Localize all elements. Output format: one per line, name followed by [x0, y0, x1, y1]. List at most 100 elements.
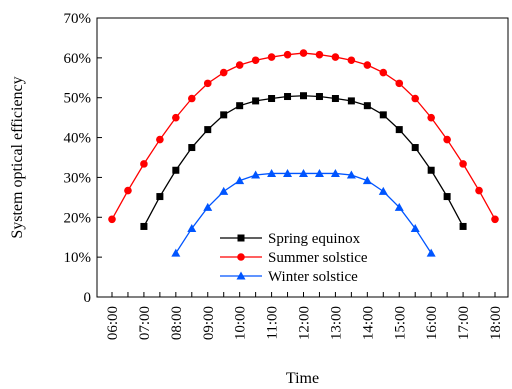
- legend-marker: [237, 234, 245, 242]
- x-tick-label: 06:00: [105, 306, 121, 340]
- x-tick-label: 10:00: [233, 306, 249, 340]
- data-point: [283, 168, 293, 177]
- y-tick-label: 40%: [64, 131, 92, 147]
- data-point: [283, 50, 292, 59]
- x-axis-title: Time: [286, 370, 319, 387]
- data-point: [410, 223, 420, 232]
- data-point: [267, 168, 277, 177]
- data-point: [395, 79, 404, 88]
- data-point: [171, 248, 181, 257]
- data-point: [411, 94, 420, 103]
- data-point: [156, 135, 164, 144]
- x-tick-label: 12:00: [297, 306, 313, 340]
- x-tick-label: 18:00: [488, 306, 504, 340]
- legend-label: Summer solstice: [268, 250, 368, 266]
- data-point: [491, 215, 499, 224]
- y-tick-label: 50%: [64, 91, 92, 107]
- data-point: [187, 223, 197, 232]
- data-point: [140, 222, 148, 230]
- legend-marker: [236, 271, 246, 280]
- data-point: [363, 102, 371, 110]
- y-tick-label: 10%: [64, 250, 92, 266]
- series-winter-solstice: [171, 168, 436, 257]
- data-point: [219, 68, 228, 77]
- x-tick-label: 07:00: [137, 306, 153, 340]
- x-tick-label: 17:00: [456, 306, 472, 340]
- data-point: [475, 186, 483, 195]
- data-point: [267, 53, 276, 61]
- data-point: [395, 126, 403, 134]
- data-point: [299, 49, 308, 57]
- data-point: [426, 248, 436, 257]
- y-tick-label: 70%: [64, 11, 92, 27]
- data-point: [203, 202, 213, 211]
- legend: Spring equinox Summer solstice Winter sols…: [220, 231, 368, 285]
- legend-label: Winter solstice: [268, 269, 358, 285]
- legend-label: Spring equinox: [268, 231, 361, 247]
- data-point: [347, 56, 356, 65]
- x-tick-label: 15:00: [392, 306, 408, 340]
- data-point: [378, 186, 388, 195]
- data-point: [235, 176, 245, 185]
- data-point: [362, 176, 372, 185]
- data-point: [108, 215, 116, 224]
- data-point: [330, 168, 340, 177]
- data-point: [268, 95, 276, 103]
- data-point: [379, 68, 388, 77]
- y-tick-label: 30%: [64, 170, 92, 186]
- data-point: [363, 61, 372, 69]
- data-point: [251, 170, 261, 179]
- data-point: [300, 92, 307, 100]
- x-axis: 06:00 07:00 08:00 09:00 10:00 11:00 12:00 13:00…: [105, 292, 504, 340]
- data-point: [347, 97, 355, 105]
- x-tick-label: 14:00: [360, 306, 376, 340]
- y-axis: 0 10% 20% 30% 40% 50% 60% 70%: [64, 11, 102, 306]
- y-tick-label: 20%: [64, 210, 92, 226]
- data-point: [140, 160, 148, 168]
- series-spring-equinox: [140, 92, 467, 230]
- data-point: [204, 126, 212, 134]
- data-point: [251, 56, 260, 65]
- x-tick-label: 09:00: [201, 306, 217, 340]
- data-point: [314, 168, 324, 177]
- x-tick-label: 08:00: [169, 306, 185, 340]
- data-point: [219, 186, 229, 195]
- data-point: [284, 93, 292, 101]
- series-group: [108, 49, 499, 257]
- data-point: [427, 113, 435, 122]
- data-point: [443, 135, 451, 144]
- data-point: [172, 113, 180, 122]
- data-point: [315, 93, 323, 101]
- data-point: [252, 97, 260, 105]
- data-point: [315, 50, 324, 59]
- data-point: [236, 102, 244, 110]
- data-point: [299, 168, 308, 177]
- x-tick-label: 11:00: [265, 306, 281, 340]
- data-point: [459, 222, 467, 230]
- data-point: [394, 202, 404, 211]
- data-point: [459, 160, 467, 168]
- data-point: [203, 79, 212, 88]
- series-line: [111, 52, 496, 220]
- plot-frame: [96, 17, 509, 298]
- y-axis-title: System optical efficiency: [9, 76, 26, 238]
- data-point: [443, 193, 451, 201]
- data-point: [172, 166, 180, 174]
- series-line: [143, 95, 464, 227]
- data-point: [156, 193, 164, 201]
- data-point: [331, 53, 340, 61]
- x-tick-label: 16:00: [424, 306, 440, 340]
- legend-marker: [237, 253, 245, 261]
- data-point: [346, 170, 356, 179]
- data-point: [188, 144, 196, 152]
- data-point: [235, 61, 244, 69]
- data-point: [411, 144, 419, 152]
- data-point: [220, 111, 228, 119]
- series-summer-solstice: [108, 49, 499, 224]
- data-point: [379, 111, 387, 119]
- plot-area: [96, 17, 509, 298]
- x-tick-label: 13:00: [328, 306, 344, 340]
- y-tick-label: 0: [84, 290, 92, 306]
- data-point: [124, 186, 132, 195]
